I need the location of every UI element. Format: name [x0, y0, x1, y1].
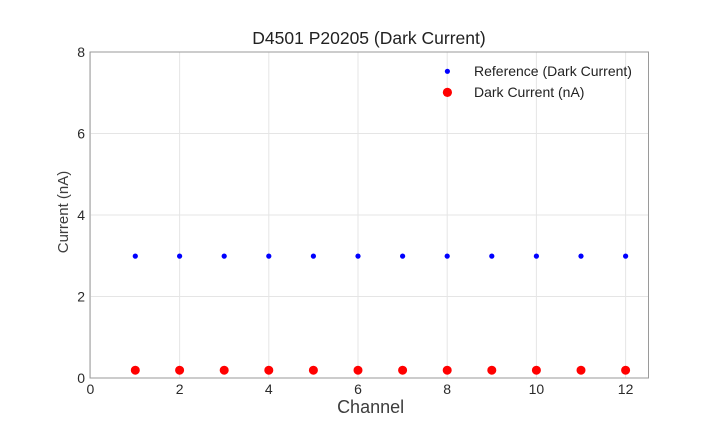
svg-text:6: 6: [77, 126, 85, 142]
svg-text:8: 8: [77, 44, 85, 60]
svg-text:0: 0: [77, 370, 85, 386]
svg-text:4: 4: [77, 207, 85, 223]
svg-text:D4501 P20205 (Dark Current): D4501 P20205 (Dark Current): [252, 28, 485, 48]
svg-text:12: 12: [618, 381, 634, 397]
svg-text:Current (nA): Current (nA): [55, 171, 72, 254]
svg-text:2: 2: [176, 381, 184, 397]
svg-text:2: 2: [77, 289, 85, 305]
svg-text:4: 4: [265, 381, 273, 397]
svg-text:6: 6: [354, 381, 362, 397]
svg-text:Dark Current (nA): Dark Current (nA): [474, 84, 584, 100]
svg-text:Channel: Channel: [337, 397, 404, 417]
svg-text:Reference (Dark Current): Reference (Dark Current): [474, 63, 632, 79]
svg-text:0: 0: [87, 381, 95, 397]
svg-text:10: 10: [529, 381, 545, 397]
svg-text:8: 8: [443, 381, 451, 397]
